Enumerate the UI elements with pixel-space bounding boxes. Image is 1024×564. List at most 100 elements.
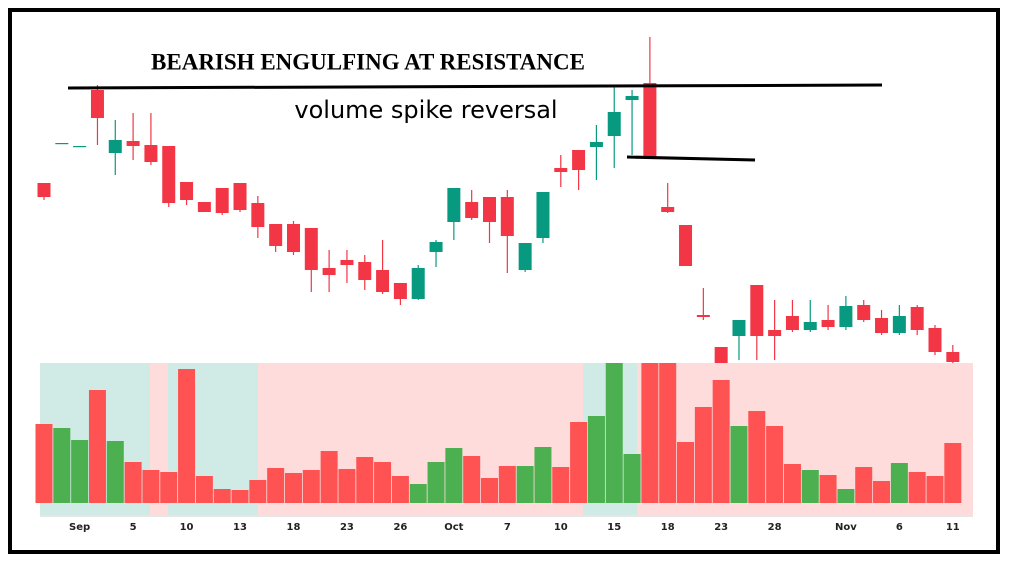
- candle-body: [447, 188, 461, 222]
- volume-bar: [587, 416, 605, 503]
- x-tick-label: 6: [896, 522, 903, 533]
- chart-title: BEARISH ENGULFING AT RESISTANCE: [151, 49, 585, 74]
- volume-bar: [623, 454, 641, 503]
- candle-body: [857, 305, 871, 320]
- candle-body: [55, 143, 69, 145]
- volume-bar: [195, 476, 213, 503]
- volume-bar: [106, 441, 124, 503]
- volume-bar: [427, 462, 445, 503]
- candle-body: [393, 283, 407, 299]
- candle-body: [340, 260, 354, 265]
- candle-body: [411, 268, 425, 299]
- x-tick-label: 7: [504, 522, 511, 533]
- x-tick-label: 13: [233, 522, 247, 533]
- candle-body: [661, 207, 675, 212]
- volume-bar: [783, 464, 801, 503]
- candle-body: [233, 183, 247, 210]
- x-tick-label: Oct: [444, 522, 463, 533]
- x-tick-label: 5: [130, 522, 137, 533]
- candle-body: [696, 315, 710, 317]
- title-bg: [112, 48, 624, 78]
- candle-body: [679, 225, 693, 266]
- x-tick-label: Sep: [69, 522, 90, 533]
- candle-body: [180, 182, 194, 200]
- candle-body: [928, 328, 942, 352]
- candle-body: [73, 146, 87, 148]
- volume-bar: [142, 470, 160, 503]
- volume-bar: [694, 407, 712, 503]
- volume-bar: [213, 489, 231, 503]
- x-tick-label: 18: [661, 522, 675, 533]
- volume-bar: [356, 457, 374, 503]
- volume-bar: [890, 463, 908, 503]
- volume-bar: [320, 451, 338, 503]
- x-tick-label: 26: [393, 522, 407, 533]
- chart-subtitle: volume spike reversal: [294, 96, 557, 124]
- volume-bar: [338, 469, 356, 503]
- volume-bar: [801, 470, 819, 503]
- volume-bar: [766, 426, 784, 503]
- candle-body: [500, 197, 514, 236]
- candle-body: [768, 330, 782, 336]
- volume-bar: [160, 472, 178, 503]
- volume-bar: [552, 467, 570, 503]
- candle-body: [803, 322, 817, 330]
- x-tick-label: 18: [287, 522, 301, 533]
- candle-body: [643, 83, 657, 157]
- volume-bar: [53, 428, 71, 503]
- volume-bar: [819, 475, 837, 503]
- price-pane: [37, 37, 960, 363]
- candle-body: [536, 192, 550, 238]
- volume-bar: [748, 411, 766, 503]
- volume-bar: [284, 473, 302, 503]
- candle-body: [126, 141, 140, 146]
- candle-body: [518, 243, 532, 270]
- candle-body: [197, 202, 211, 212]
- volume-bar: [178, 369, 196, 503]
- volume-bar: [267, 468, 285, 503]
- volume-bar: [409, 484, 427, 503]
- candle-body: [269, 224, 283, 246]
- volume-pane: [35, 363, 962, 503]
- x-tick-label: 11: [946, 522, 960, 533]
- resistance-line: [67, 83, 883, 90]
- candle-body: [286, 224, 300, 252]
- volume-bar: [463, 456, 481, 503]
- volume-bar: [944, 443, 962, 503]
- candle-body: [572, 150, 586, 170]
- candle-body: [589, 142, 603, 147]
- volume-bar: [481, 478, 498, 503]
- candle-body: [162, 146, 176, 203]
- candle-body: [37, 183, 51, 197]
- candle-body: [910, 307, 924, 330]
- volume-bar: [534, 447, 552, 503]
- volume-bar: [570, 422, 588, 503]
- volume-bar: [659, 363, 677, 503]
- candle-body: [429, 242, 443, 252]
- candle-body: [625, 96, 639, 100]
- volume-bar: [712, 380, 730, 503]
- x-axis-labels: Sep 5 10 13 18 23 26 Oct 7 10 15 18 23 28 Nov 6 11: [69, 522, 960, 533]
- candle-body: [144, 145, 158, 162]
- candle-body: [554, 168, 568, 172]
- x-tick-label: 10: [180, 522, 194, 533]
- candle-body: [785, 316, 799, 330]
- candle-body: [946, 352, 960, 362]
- volume-bar: [35, 424, 53, 503]
- candle-body: [376, 270, 390, 292]
- support-line: [626, 155, 756, 162]
- candle-body: [90, 90, 104, 118]
- candle-body: [483, 197, 496, 222]
- candle-body: [322, 268, 336, 275]
- volume-bar: [908, 472, 926, 503]
- candle-body: [732, 320, 746, 336]
- volume-bar: [641, 363, 659, 503]
- volume-bar: [374, 462, 392, 503]
- volume-bar: [605, 363, 623, 503]
- volume-bar: [926, 476, 944, 503]
- candle-body: [750, 285, 764, 336]
- x-tick-label: 28: [768, 522, 782, 533]
- volume-bar: [855, 467, 873, 503]
- x-tick-label: 23: [714, 522, 728, 533]
